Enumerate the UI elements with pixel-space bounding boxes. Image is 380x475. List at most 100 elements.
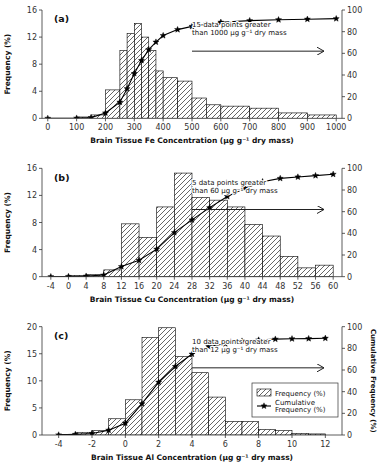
text-line: than 12 μg g⁻¹ dry mass — [192, 346, 278, 354]
arrow — [192, 209, 324, 210]
legend-label: CumulativeFrequency (%) — [275, 399, 326, 415]
y-tick — [39, 91, 42, 92]
x-tick — [134, 118, 135, 121]
figure: 0100200300400500600700800900100004812160… — [0, 0, 380, 475]
text-line: Frequency (%) — [275, 406, 326, 414]
plot-area — [56, 328, 329, 435]
line-marker — [304, 16, 310, 22]
y-tick — [39, 195, 42, 196]
x-tick-label: 2 — [156, 440, 161, 449]
line-marker — [139, 400, 145, 406]
y-tick-label: 4 — [32, 246, 37, 255]
x-tick — [121, 277, 122, 280]
arrow — [192, 51, 324, 52]
y2-tick-label: 20 — [347, 409, 357, 418]
text-line: 10 data points greater — [192, 338, 271, 346]
y-tick-label: 5 — [32, 404, 37, 413]
x-tick-label: 44 — [257, 282, 267, 291]
line-marker — [295, 174, 301, 180]
line-marker — [153, 39, 159, 45]
x-tick — [92, 435, 93, 438]
x-tick-label: 36 — [222, 282, 232, 291]
x-tick-label: -4 — [47, 282, 55, 291]
y2-tick — [342, 326, 345, 327]
legend-label: Frequency (%) — [275, 390, 326, 398]
y2-tick — [342, 118, 345, 119]
panel-label: (a) — [54, 13, 69, 24]
y2-tick-label: 80 — [347, 186, 357, 195]
x-tick-label: 16 — [134, 282, 144, 291]
panel: 0100200300400500600700800900100004812160… — [3, 6, 362, 145]
bar — [121, 224, 139, 277]
x-tick — [125, 435, 126, 438]
x-tick-label: 8 — [256, 440, 261, 449]
bar — [307, 115, 336, 118]
y2-tick-label: 100 — [347, 323, 362, 332]
bar — [125, 400, 142, 435]
x-tick — [86, 277, 87, 280]
y2-tick — [342, 413, 345, 414]
y2-tick — [342, 233, 345, 234]
y-tick-label: 16 — [27, 6, 37, 15]
y2-axis-line — [342, 327, 343, 435]
y-tick — [39, 276, 42, 277]
line-marker — [175, 26, 181, 32]
x-tick — [192, 277, 193, 280]
line-marker — [146, 46, 152, 52]
text-line: 15 data points greater — [192, 21, 271, 29]
line-marker — [45, 115, 51, 118]
y-tick — [39, 168, 42, 169]
x-tick — [209, 277, 210, 280]
y2-tick — [342, 10, 345, 11]
x-tick-label: 24 — [169, 282, 179, 291]
x-tick — [297, 277, 298, 280]
y2-tick-label: 80 — [347, 344, 357, 353]
y-tick-label: 0 — [32, 114, 37, 123]
line-marker — [156, 379, 162, 385]
line-marker — [272, 336, 278, 342]
bar — [192, 98, 206, 118]
legend-swatch — [257, 389, 271, 396]
y-tick-label: 12 — [27, 191, 37, 200]
cumulative-line — [51, 174, 333, 276]
line-marker — [124, 85, 130, 91]
x-tick — [139, 277, 140, 280]
y-tick — [39, 222, 42, 223]
y2-tick-label: 60 — [347, 49, 357, 58]
y-tick — [39, 118, 42, 119]
x-tick — [325, 435, 326, 438]
y2-tick-label: 20 — [347, 251, 357, 260]
x-tick — [47, 118, 48, 121]
line-marker — [333, 15, 339, 21]
y2-tick — [342, 75, 345, 76]
line-marker — [117, 99, 123, 105]
x-tick — [158, 435, 159, 438]
x-tick — [249, 118, 250, 121]
bar — [163, 78, 177, 119]
legend-marker — [261, 403, 267, 409]
x-tick-label: 12 — [116, 282, 126, 291]
bar — [279, 113, 308, 118]
y2-tick-label: 80 — [347, 28, 357, 37]
x-tick — [336, 118, 337, 121]
line-marker — [276, 17, 282, 23]
x-tick — [244, 277, 245, 280]
y2-tick-label: 60 — [347, 208, 357, 217]
bar — [250, 108, 279, 118]
line-marker — [171, 229, 177, 235]
bar — [209, 397, 226, 435]
y2-tick — [342, 53, 345, 54]
y-tick-label: 8 — [32, 219, 37, 228]
y2-tick — [342, 168, 345, 169]
x-axis-label: Brain Tissue Cu Concentration (μg g⁻¹ dr… — [90, 295, 295, 304]
y2-tick — [342, 255, 345, 256]
x-tick — [292, 435, 293, 438]
bar — [275, 431, 292, 435]
panel: -404812162024283236404448525660048121602… — [3, 164, 362, 303]
y2-tick-label: 40 — [347, 71, 357, 80]
x-tick-label: 700 — [242, 123, 257, 132]
y2-tick — [342, 211, 345, 212]
arrow — [192, 367, 324, 368]
x-tick — [225, 435, 226, 438]
x-tick-label: 52 — [293, 282, 303, 291]
